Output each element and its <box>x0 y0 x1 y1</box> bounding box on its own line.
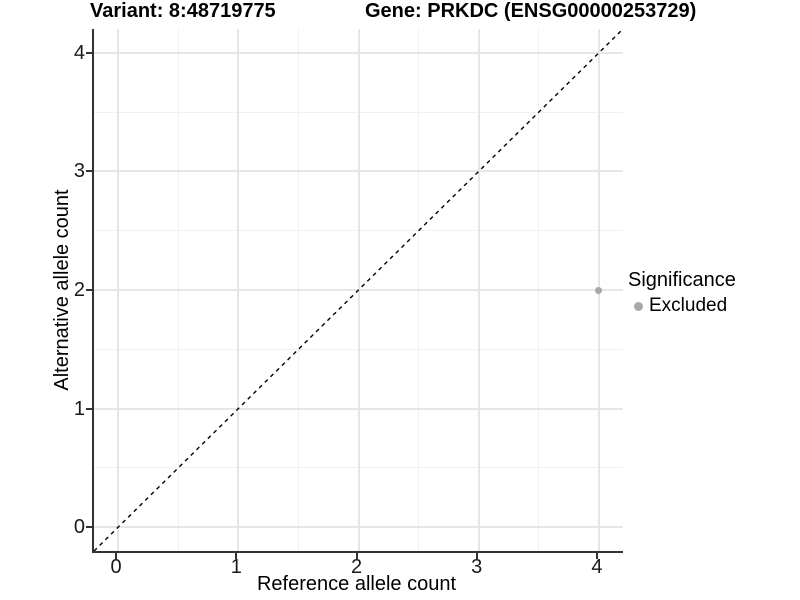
y-tick <box>86 51 92 54</box>
plot-panel <box>92 29 623 553</box>
y-gridline-major <box>94 51 623 54</box>
y-tick <box>86 407 92 410</box>
x-tick <box>475 553 478 559</box>
plot-title-variant: Variant: 8:48719775 <box>90 0 276 22</box>
y-gridline-major <box>94 170 623 173</box>
y-tick <box>86 526 92 529</box>
x-tick <box>235 553 238 559</box>
x-axis-title: Reference allele count <box>256 573 456 595</box>
x-tick <box>115 553 118 559</box>
y-axis-title: Alternative allele count <box>51 189 73 391</box>
x-tick-label: 0 <box>110 556 122 578</box>
y-tick-label: 0 <box>73 516 85 539</box>
legend-swatch-dot <box>634 301 643 311</box>
y-tick-label: 2 <box>73 279 85 301</box>
x-tick-label: 3 <box>471 556 483 578</box>
x-tick <box>595 553 598 559</box>
y-tick-label: 4 <box>73 41 85 64</box>
legend: Significance Excluded <box>628 268 736 317</box>
plot-title-gene: Gene: PRKDC (ENSG00000253729) <box>365 0 697 22</box>
data-point <box>595 286 603 294</box>
x-tick-label: 1 <box>230 556 242 578</box>
y-gridline-major <box>94 526 623 529</box>
y-tick-label: 3 <box>73 160 85 183</box>
legend-item-label: Excluded <box>649 295 728 316</box>
y-tick-label: 1 <box>73 397 85 420</box>
identity-line <box>94 29 623 551</box>
legend-items: Excluded <box>628 295 736 317</box>
legend-title: Significance <box>628 269 736 291</box>
y-tick <box>86 170 92 173</box>
x-tick-label: 4 <box>591 556 603 578</box>
legend-item: Excluded <box>628 295 736 317</box>
x-tick-label: 2 <box>350 556 363 578</box>
x-tick <box>355 553 358 559</box>
y-tick <box>86 289 92 291</box>
y-gridline-major <box>94 407 623 410</box>
